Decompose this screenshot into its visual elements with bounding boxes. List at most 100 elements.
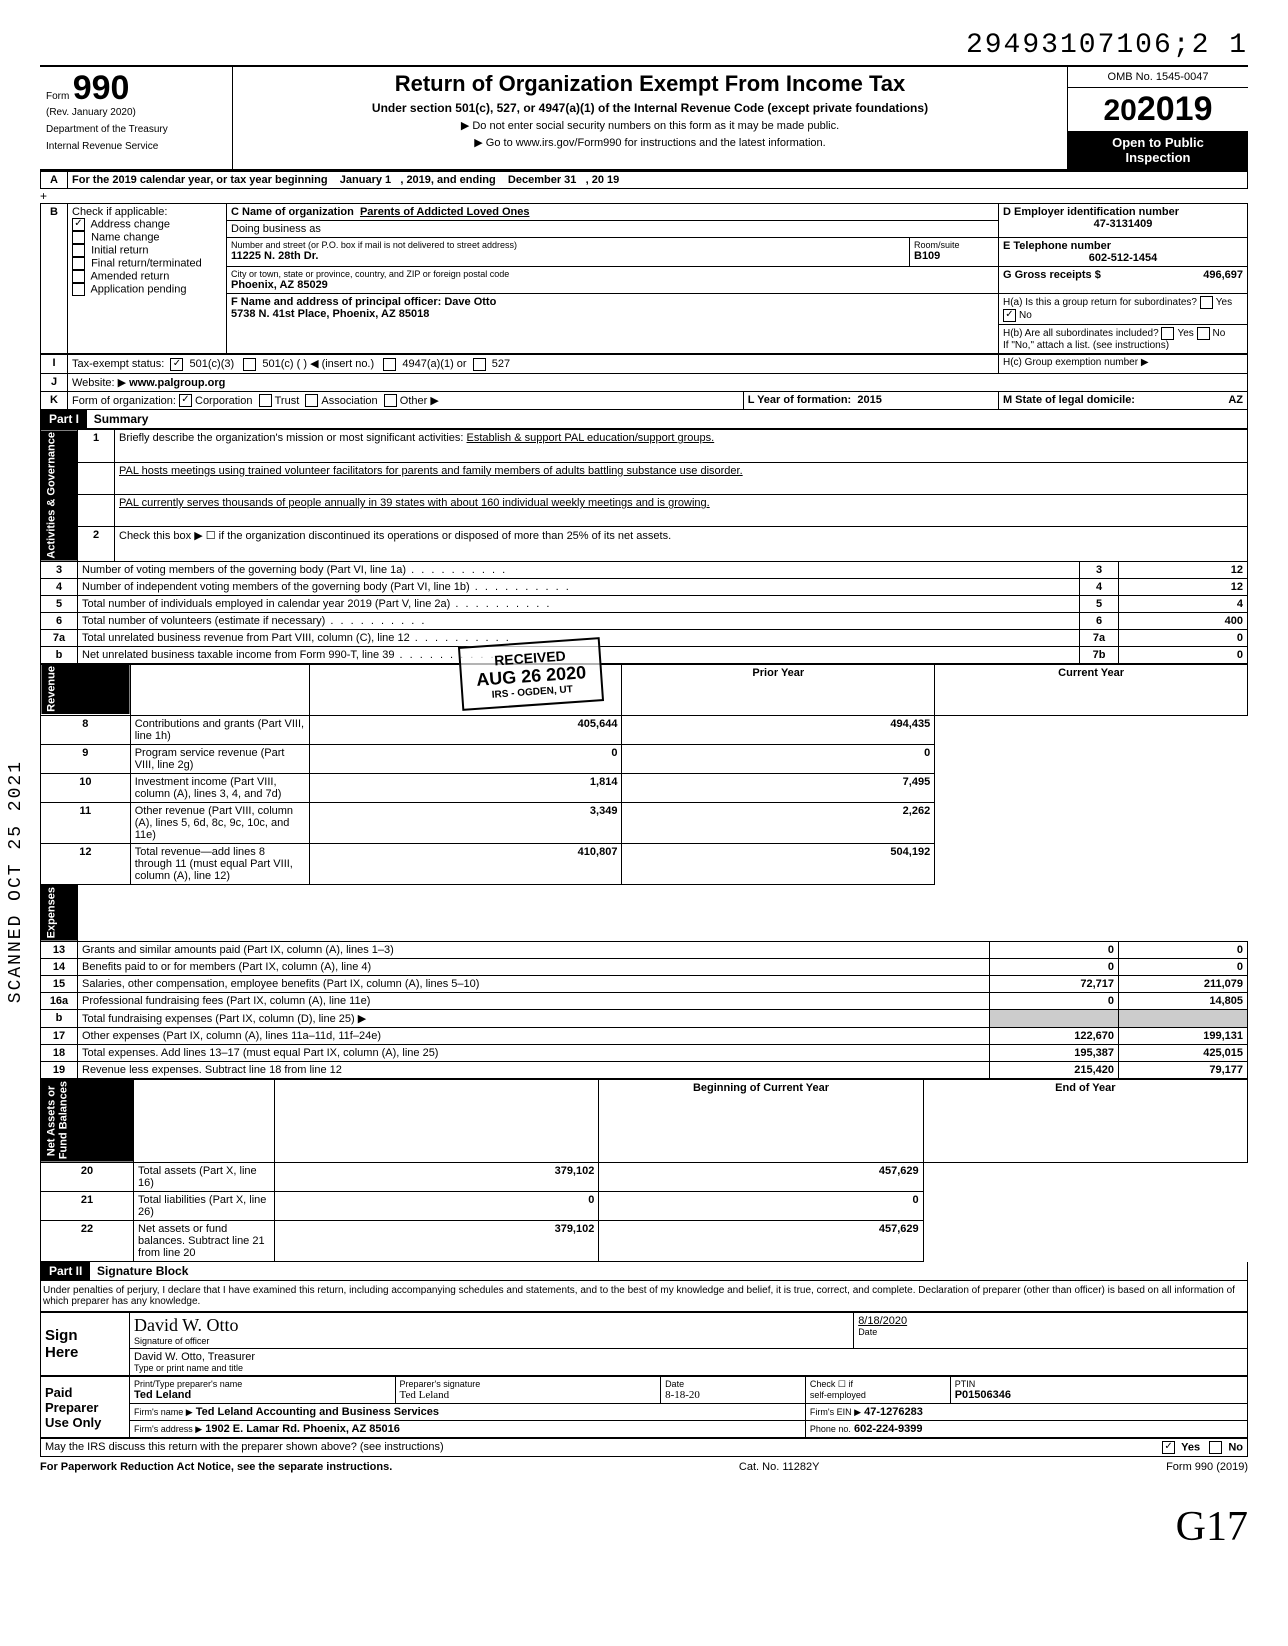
org-name: Parents of Addicted Loved Ones [360,206,530,218]
row-i-label: I [41,355,68,374]
discuss-yes-checkbox[interactable]: ✓ [1162,1441,1175,1454]
line21-prior: 0 [275,1192,599,1221]
b-check-0[interactable]: ✓ [72,218,85,231]
omb-number: OMB No. 1545-0047 [1068,67,1248,88]
line19-label: Revenue less expenses. Subtract line 18 … [78,1061,990,1078]
d-label: D Employer identification number [1003,206,1179,218]
line2-num: 2 [78,527,115,561]
side-expenses: Expenses [41,885,78,941]
527-checkbox[interactable] [473,358,486,371]
hb-no-checkbox[interactable] [1197,327,1210,340]
discuss-yes: Yes [1181,1442,1200,1454]
side-governance: Activities & Governance [41,430,78,562]
lineb-prior [990,1009,1119,1027]
lineb-label: Total fundraising expenses (Part IX, col… [78,1009,990,1027]
line10-prior: 1,814 [309,773,622,802]
501c3-checkbox[interactable]: ✓ [170,358,183,371]
lineb-num: b [41,646,78,663]
line19-prior: 215,420 [990,1061,1119,1078]
firm-addr-label: Firm's address ▶ [134,1424,202,1434]
city-value: Phoenix, AZ 85029 [231,279,328,291]
hb-yes-checkbox[interactable] [1161,327,1174,340]
b-check-1[interactable] [72,231,85,244]
4947-label: 4947(a)(1) or [402,358,466,370]
k-opt-3-checkbox[interactable] [384,394,397,407]
k-opt-2-checkbox[interactable] [305,394,318,407]
b-check-label-2: Initial return [91,244,148,256]
line13-cur: 0 [1119,941,1248,958]
k-opt-0-checkbox[interactable]: ✓ [179,394,192,407]
prep-phone-value: 602-224-9399 [854,1423,923,1435]
c-label: C Name of organization [231,206,354,218]
ha-yes: Yes [1216,297,1232,308]
officer-addr: 5738 N. 41st Place, Phoenix, AZ 85018 [231,308,429,320]
line4-num: 4 [41,578,78,595]
line12-prior: 410,807 [309,843,622,884]
prep-date-label: Date [665,1379,801,1389]
line4-value: 12 [1119,578,1248,595]
row-a-yy: , 20 [586,174,604,186]
page-initials: G17 [40,1503,1248,1551]
line20-cur: 457,629 [599,1163,923,1192]
part1-title: Summary [94,412,149,426]
ptin-label: PTIN [955,1379,1243,1389]
goto-url: ▶ Go to www.irs.gov/Form990 for instruct… [239,136,1061,149]
prep-name-value: Ted Leland [134,1389,191,1401]
tax-exempt-label: Tax-exempt status: [72,358,164,370]
top-stamp-number: 29493107106;2 1 [40,30,1248,61]
phone-value: 602-512-1454 [1003,252,1243,264]
form-word: Form [46,91,69,102]
b-check-5[interactable] [72,283,85,296]
k-opt-2-label: Association [321,395,377,407]
b-check-4[interactable] [72,270,85,283]
l-year-value: 2015 [857,394,881,406]
line16a-cur: 14,805 [1119,992,1248,1009]
phone-label: Phone no. [810,1424,851,1434]
ptin-value: P01506346 [955,1389,1011,1401]
line9-cur: 0 [622,744,935,773]
addr-value: 11225 N. 28th Dr. [231,250,318,262]
line15-num: 15 [41,975,78,992]
line3-label: Number of voting members of the governin… [78,561,1080,578]
line12-num: 12 [41,843,131,884]
line7a-label: Total unrelated business revenue from Pa… [78,629,1080,646]
line16a-num: 16a [41,992,78,1009]
m-state-value: AZ [1228,394,1243,406]
dept-irs: Internal Revenue Service [46,141,226,152]
line10-num: 10 [41,773,131,802]
b-check-label-0: Address change [90,218,170,230]
ha-no-checkbox[interactable]: ✓ [1003,309,1016,322]
sign-here-label: Sign Here [41,1313,130,1376]
line14-prior: 0 [990,958,1119,975]
501c-checkbox[interactable] [243,358,256,371]
line8-label: Contributions and grants (Part VIII, lin… [130,715,309,744]
4947-checkbox[interactable] [383,358,396,371]
line4-label: Number of independent voting members of … [78,578,1080,595]
line6-label: Total number of volunteers (estimate if … [78,612,1080,629]
line1b: PAL hosts meetings using trained volunte… [115,462,1248,494]
b-check-2[interactable] [72,244,85,257]
discuss-no-checkbox[interactable] [1209,1441,1222,1454]
firm-addr-value: 1902 E. Lamar Rd. Phoenix, AZ 85016 [205,1423,400,1435]
line15-label: Salaries, other compensation, employee b… [78,975,990,992]
line19-num: 19 [41,1061,78,1078]
k-opt-3-label: Other ▶ [400,395,439,407]
line5-box: 5 [1080,595,1119,612]
line16a-prior: 0 [990,992,1119,1009]
hb-yes: Yes [1177,328,1193,339]
form-number: 990 [73,69,130,107]
k-opt-1-checkbox[interactable] [259,394,272,407]
line9-num: 9 [41,744,131,773]
b-check-3[interactable] [72,257,85,270]
f-label: F Name and address of principal officer: [231,296,441,308]
lineb-label: Net unrelated business taxable income fr… [78,646,1080,663]
line7a-box: 7a [1080,629,1119,646]
m-state-label: M State of legal domicile: [1003,394,1135,406]
firm-ein-label: Firm's EIN ▶ [810,1407,861,1417]
line20-num: 20 [41,1163,134,1192]
line17-num: 17 [41,1027,78,1044]
firm-name-label: Firm's name ▶ [134,1407,193,1417]
check-self-employed[interactable]: Check ☐ if self-employed [805,1377,950,1404]
ha-yes-checkbox[interactable] [1200,296,1213,309]
line9-label: Program service revenue (Part VIII, line… [130,744,309,773]
